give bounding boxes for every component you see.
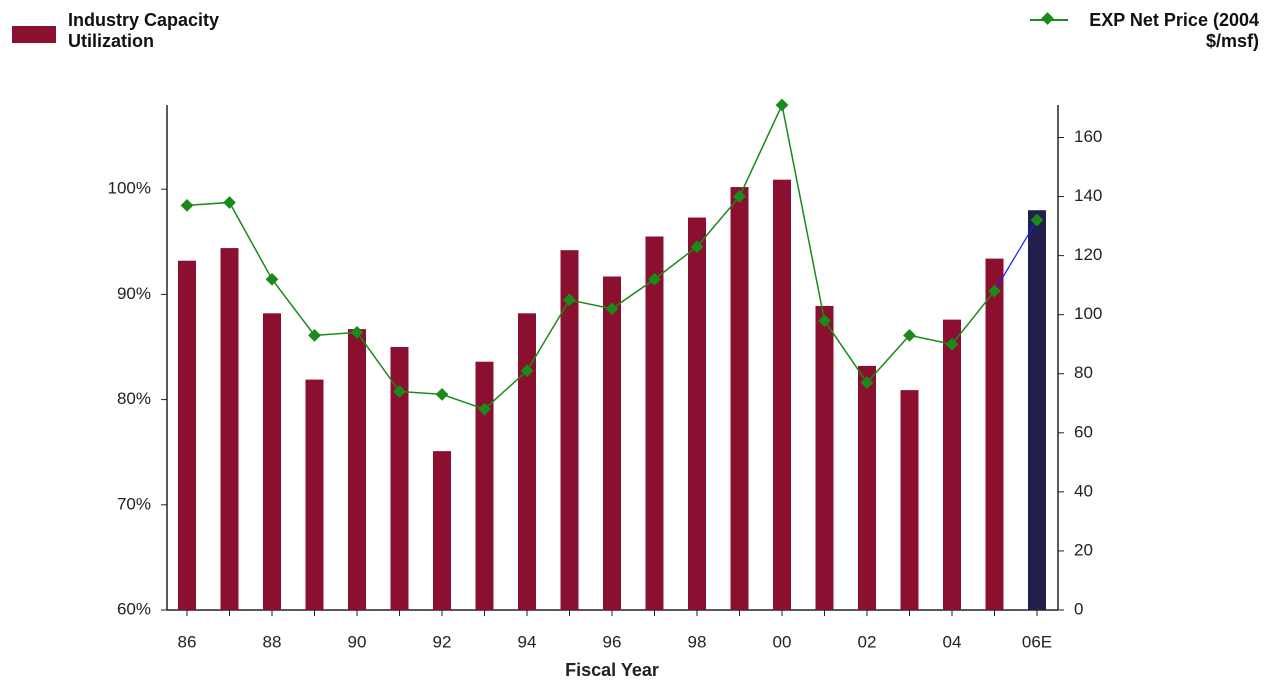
bar (178, 260, 196, 610)
marker (350, 326, 364, 339)
bar (943, 319, 961, 610)
bar (433, 451, 451, 610)
bar (220, 248, 239, 611)
y2-tick-label: 140 (1074, 186, 1102, 205)
y2-tick-label: 20 (1074, 540, 1093, 559)
projection-segment (993, 219, 1038, 292)
x-axis-title: Fiscal Year (565, 660, 659, 680)
bar (1028, 210, 1046, 611)
bar (858, 365, 876, 610)
y-tick-label: 100% (108, 179, 151, 198)
marker (393, 385, 406, 398)
bar (603, 276, 621, 610)
marker (308, 328, 321, 342)
x-tick-label: 00 (773, 632, 792, 651)
x-tick-label: 94 (518, 632, 537, 651)
legend-entry: EXP Net Price (2004 $/msf) (1089, 10, 1259, 51)
y2-tick-label: 60 (1074, 422, 1093, 441)
y2-tick-label: 40 (1074, 481, 1093, 500)
bar (688, 217, 706, 610)
x-tick-label: 98 (688, 632, 707, 651)
legend-swatch (12, 26, 56, 43)
price-line (186, 102, 996, 411)
y2-tick-label: 160 (1074, 127, 1102, 146)
x-tick-label: 86 (178, 632, 197, 651)
y-tick-label: 60% (117, 599, 151, 618)
bar (305, 379, 324, 610)
bar (348, 329, 366, 610)
y2-tick-label: 80 (1074, 363, 1093, 382)
bar (815, 305, 834, 610)
marker (775, 98, 789, 112)
marker (435, 388, 449, 401)
y2-tick-label: 120 (1074, 245, 1102, 264)
legend-entry: Industry Capacity Utilization (68, 10, 220, 51)
y2-tick-label: 100 (1074, 304, 1102, 323)
x-tick-label: 88 (263, 632, 282, 651)
bar (730, 187, 749, 610)
y-tick-label: 70% (117, 494, 151, 513)
x-tick-label: 02 (858, 632, 877, 651)
marker (223, 196, 236, 209)
bar (518, 313, 536, 610)
bar (773, 179, 791, 610)
bar (560, 250, 579, 610)
x-tick-label: 96 (603, 632, 622, 651)
bar (475, 361, 494, 610)
legend-marker (1041, 12, 1054, 25)
x-tick-label: 90 (348, 632, 367, 651)
marker (478, 402, 491, 416)
x-tick-label: 04 (943, 632, 962, 651)
y-tick-label: 90% (117, 284, 151, 303)
bar (985, 258, 1004, 610)
bar (263, 313, 281, 610)
marker (180, 199, 194, 212)
x-tick-label: 92 (433, 632, 452, 651)
y-tick-label: 80% (117, 389, 151, 408)
bar (390, 346, 409, 610)
x-tick-label: 06E (1022, 632, 1052, 651)
y2-tick-label: 0 (1074, 599, 1083, 618)
bar (645, 236, 664, 610)
marker (265, 272, 279, 286)
bar (900, 390, 919, 610)
